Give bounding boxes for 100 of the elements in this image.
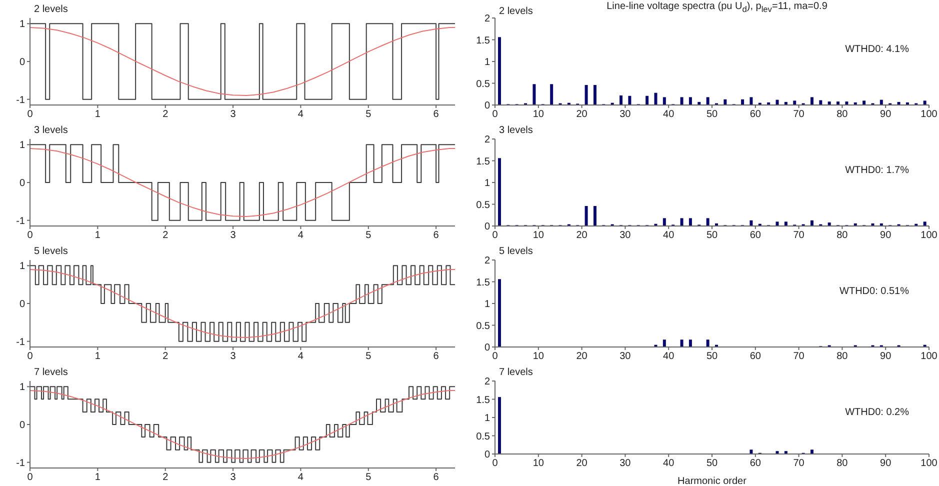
x-tick-label: 0 xyxy=(492,458,498,470)
x-tick-label: 30 xyxy=(620,458,632,470)
x-tick-label: 1 xyxy=(94,230,101,242)
y-tick-label: 0 xyxy=(484,100,490,112)
x-axis-title: Harmonic order xyxy=(678,476,748,486)
x-tick-label: 10 xyxy=(532,230,544,242)
annotation: WTHD0: 0.51% xyxy=(840,286,909,297)
x-tick-label: 2 xyxy=(162,472,169,484)
x-tick-label: 2 xyxy=(162,351,169,362)
y-tick-label: 1.5 xyxy=(476,35,490,46)
x-tick-label: 90 xyxy=(880,109,892,120)
y-tick-label: 0.5 xyxy=(476,431,490,442)
x-tick-label: 80 xyxy=(836,109,848,120)
x-tick-label: 90 xyxy=(880,458,892,470)
x-tick-label: 0 xyxy=(27,230,34,242)
x-tick-label: 1 xyxy=(94,109,101,120)
x-tick-label: 70 xyxy=(793,458,805,470)
chart-subtitle: 2 levels xyxy=(499,6,533,17)
y-tick-label: -1 xyxy=(16,336,26,348)
annotation: WTHD0: 0.2% xyxy=(845,407,909,418)
y-tick-label: 2 xyxy=(484,376,490,388)
x-tick-label: 60 xyxy=(750,230,762,242)
y-tick-label: 1.5 xyxy=(476,156,490,168)
y-tick-label: -1 xyxy=(16,216,26,227)
x-tick-label: 50 xyxy=(706,109,718,120)
y-tick-label: -1 xyxy=(16,94,26,106)
x-tick-label: 0 xyxy=(492,230,498,242)
chart-title: 3 levels xyxy=(499,125,533,136)
y-tick-label: 1 xyxy=(19,261,26,272)
y-tick-label: 0 xyxy=(484,450,490,461)
x-tick-label: 10 xyxy=(532,109,544,120)
x-tick-label: 80 xyxy=(836,230,848,242)
x-tick-label: 50 xyxy=(706,351,718,362)
y-tick-label: 0 xyxy=(484,222,490,233)
y-tick-label: 1 xyxy=(484,57,490,68)
x-tick-label: 80 xyxy=(836,458,848,470)
x-tick-label: 5 xyxy=(366,230,372,242)
y-tick-label: 0.5 xyxy=(476,200,490,211)
x-tick-label: 3 xyxy=(230,109,236,120)
x-tick-label: 20 xyxy=(576,351,588,362)
x-tick-label: 40 xyxy=(663,351,675,362)
x-tick-label: 0 xyxy=(27,109,34,120)
x-tick-label: 3 xyxy=(230,472,236,484)
x-tick-label: 2 xyxy=(162,109,169,120)
y-tick-label: 0.5 xyxy=(476,78,490,90)
chart-title: 7 levels xyxy=(34,367,68,378)
x-tick-label: 100 xyxy=(920,351,938,362)
x-tick-label: 100 xyxy=(920,458,938,470)
chart-title: 5 levels xyxy=(34,246,68,257)
x-tick-label: 80 xyxy=(836,351,848,362)
x-tick-label: 20 xyxy=(576,458,588,470)
x-tick-label: 20 xyxy=(576,109,588,120)
x-tick-label: 90 xyxy=(880,230,892,242)
x-tick-label: 70 xyxy=(793,230,805,242)
x-tick-label: 5 xyxy=(366,351,372,362)
x-tick-label: 0 xyxy=(27,351,34,362)
x-tick-label: 40 xyxy=(663,458,675,470)
y-tick-label: 2 xyxy=(484,256,490,267)
x-tick-label: 1 xyxy=(94,472,101,484)
x-tick-label: 40 xyxy=(663,109,675,120)
x-tick-label: 20 xyxy=(576,230,588,242)
x-tick-label: 6 xyxy=(433,472,440,484)
y-tick-label: 0 xyxy=(484,342,490,354)
x-tick-label: 4 xyxy=(298,472,304,484)
x-tick-label: 90 xyxy=(880,351,892,362)
y-tick-label: 0 xyxy=(19,178,26,190)
x-tick-label: 40 xyxy=(663,230,675,242)
y-tick-label: 1 xyxy=(19,382,26,394)
x-tick-label: 10 xyxy=(532,351,544,362)
annotation: WTHD0: 1.7% xyxy=(845,165,909,176)
x-tick-label: 1 xyxy=(94,351,101,362)
x-tick-label: 100 xyxy=(920,230,938,242)
y-tick-label: 1 xyxy=(19,140,26,152)
x-tick-label: 2 xyxy=(162,230,169,242)
x-tick-label: 6 xyxy=(433,109,440,120)
x-tick-label: 5 xyxy=(366,109,372,120)
y-tick-label: 1.5 xyxy=(476,277,490,288)
x-tick-label: 60 xyxy=(750,351,762,362)
x-tick-label: 30 xyxy=(620,351,632,362)
y-tick-label: 0 xyxy=(19,420,26,432)
x-tick-label: 70 xyxy=(793,351,805,362)
x-tick-label: 6 xyxy=(433,230,440,242)
y-tick-label: 0 xyxy=(19,299,26,310)
y-tick-label: 1 xyxy=(484,413,490,424)
x-tick-label: 60 xyxy=(750,458,762,470)
x-tick-label: 30 xyxy=(620,109,632,120)
y-tick-label: 2 xyxy=(484,14,490,25)
x-tick-label: 10 xyxy=(532,458,544,470)
chart-title: 7 levels xyxy=(499,367,533,378)
y-tick-label: -1 xyxy=(16,458,26,469)
x-tick-label: 0 xyxy=(492,109,498,120)
x-tick-label: 70 xyxy=(793,109,805,120)
chart-title: 2 levels xyxy=(34,4,68,15)
y-tick-label: 0 xyxy=(19,57,26,68)
x-tick-label: 50 xyxy=(706,458,718,470)
x-tick-label: 100 xyxy=(920,109,938,120)
x-tick-label: 0 xyxy=(27,472,34,484)
x-tick-label: 6 xyxy=(433,351,440,362)
y-tick-label: 1 xyxy=(19,19,26,30)
annotation: WTHD0: 4.1% xyxy=(845,44,909,55)
